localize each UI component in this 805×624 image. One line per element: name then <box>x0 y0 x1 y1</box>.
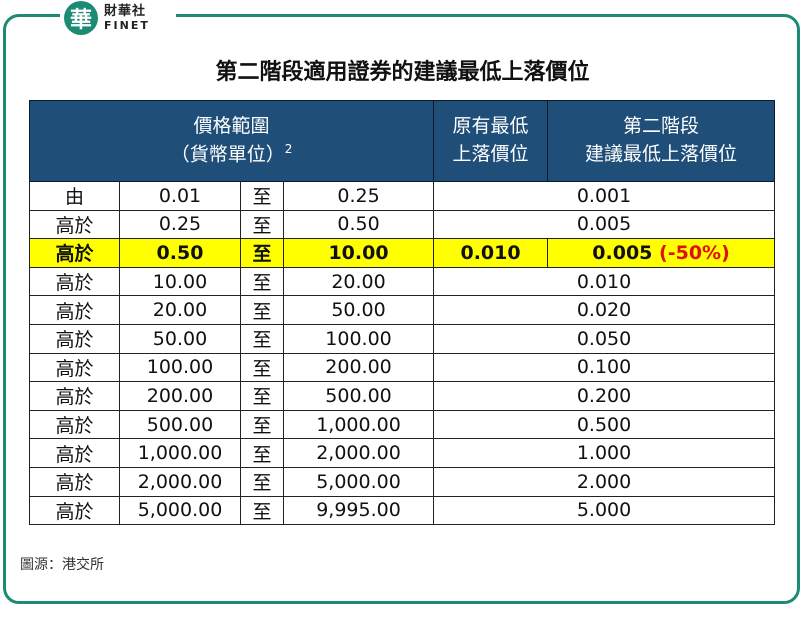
header-original-tick: 原有最低 上落價位 <box>433 100 549 182</box>
cell-to-word: 至 <box>240 495 284 526</box>
new-tick-value: 0.005 <box>592 241 653 264</box>
cell-from: 0.50 <box>119 238 241 268</box>
table-row: 高於 2,000.00 至 5,000.00 2.000 <box>29 466 776 497</box>
cell-new-tick: 0.010 <box>433 266 776 297</box>
tick-change: (-50%) <box>659 241 730 264</box>
cell-new-tick: 1.000 <box>433 438 776 468</box>
cell-to: 50.00 <box>282 295 435 325</box>
table-row: 高於 50.00 至 100.00 0.050 <box>29 323 776 354</box>
cell-new-tick: 0.005 (-50%) <box>547 238 776 268</box>
cell-from: 10.00 <box>119 266 241 297</box>
cell-new-tick: 0.001 <box>433 181 776 211</box>
cell-original-tick: 0.010 <box>433 238 549 268</box>
cell-from: 20.00 <box>119 295 241 325</box>
table-row: 高於 100.00 至 200.00 0.100 <box>29 352 776 383</box>
cell-to: 20.00 <box>282 266 435 297</box>
cell-from: 1,000.00 <box>119 438 241 468</box>
cell-to-word: 至 <box>240 209 284 240</box>
table-row: 高於 1,000.00 至 2,000.00 1.000 <box>29 438 776 468</box>
cell-prefix: 高於 <box>29 381 120 411</box>
cell-prefix: 高於 <box>29 409 120 440</box>
cell-to: 500.00 <box>282 381 435 411</box>
cell-new-tick: 0.200 <box>433 381 776 411</box>
cell-new-tick: 2.000 <box>433 466 776 497</box>
table-row: 高於 5,000.00 至 9,995.00 5.000 <box>29 495 776 526</box>
page-title: 第二階段適用證券的建議最低上落價位 <box>215 60 590 85</box>
cell-from: 200.00 <box>119 381 241 411</box>
source-caption: 圖源：港交所 <box>20 557 104 573</box>
header-stage2-tick: 第二階段 建議最低上落價位 <box>547 100 776 182</box>
cell-to: 2,000.00 <box>282 438 435 468</box>
cell-new-tick: 0.005 <box>433 209 776 240</box>
header-price-range: 價格範圍 （貨幣單位）2 <box>28 100 435 182</box>
cell-from: 100.00 <box>119 352 241 383</box>
cell-from: 0.25 <box>119 209 241 240</box>
cell-new-tick: 0.020 <box>433 295 776 325</box>
logo-en: FINET <box>104 19 150 32</box>
cell-to-word: 至 <box>240 181 284 211</box>
cell-from: 50.00 <box>119 323 241 354</box>
cell-prefix: 高於 <box>29 352 120 383</box>
cell-prefix: 高於 <box>29 466 120 497</box>
cell-to: 100.00 <box>282 323 435 354</box>
cell-prefix: 由 <box>29 181 120 211</box>
table-row: 高於 20.00 至 50.00 0.020 <box>29 295 776 325</box>
cell-from: 2,000.00 <box>119 466 241 497</box>
cell-to-word: 至 <box>240 466 284 497</box>
table-header-row: 價格範圍 （貨幣單位）2 原有最低 上落價位 第二階段 建議最低上落價位 <box>28 100 776 182</box>
logo-badge-icon: 華 <box>64 1 98 35</box>
cell-new-tick: 0.100 <box>433 352 776 383</box>
table-row: 由 0.01 至 0.25 0.001 <box>29 181 776 211</box>
cell-new-tick: 0.500 <box>433 409 776 440</box>
table-row: 高於 500.00 至 1,000.00 0.500 <box>29 409 776 440</box>
cell-prefix: 高於 <box>29 495 120 526</box>
table-row: 高於 0.25 至 0.50 0.005 <box>29 209 776 240</box>
cell-from: 5,000.00 <box>119 495 241 526</box>
cell-to-word: 至 <box>240 438 284 468</box>
cell-to-word: 至 <box>240 295 284 325</box>
cell-to: 0.25 <box>282 181 435 211</box>
card-frame <box>3 14 800 604</box>
cell-to: 200.00 <box>282 352 435 383</box>
table-row: 高於 0.50 至 10.00 0.010 0.005 (-50%) <box>29 238 776 268</box>
cell-prefix: 高於 <box>29 209 120 240</box>
cell-to: 1,000.00 <box>282 409 435 440</box>
cell-to: 0.50 <box>282 209 435 240</box>
tick-size-table: 價格範圍 （貨幣單位）2 原有最低 上落價位 第二階段 建議最低上落價位 由 0.… <box>28 100 776 526</box>
cell-to-word: 至 <box>240 352 284 383</box>
cell-to-word: 至 <box>240 266 284 297</box>
cell-from: 0.01 <box>119 181 241 211</box>
cell-to: 10.00 <box>282 238 435 268</box>
cell-prefix: 高於 <box>29 438 120 468</box>
table-row: 高於 10.00 至 20.00 0.010 <box>29 266 776 297</box>
cell-to: 9,995.00 <box>282 495 435 526</box>
cell-prefix: 高於 <box>29 266 120 297</box>
cell-new-tick: 0.050 <box>433 323 776 354</box>
cell-prefix: 高於 <box>29 323 120 354</box>
logo: 華 財華社 FINET <box>60 0 176 36</box>
cell-to-word: 至 <box>240 409 284 440</box>
cell-to-word: 至 <box>240 323 284 354</box>
logo-cn: 財華社 <box>104 4 147 19</box>
table-row: 高於 200.00 至 500.00 0.200 <box>29 381 776 411</box>
cell-to: 5,000.00 <box>282 466 435 497</box>
cell-to-word: 至 <box>240 238 284 268</box>
cell-from: 500.00 <box>119 409 241 440</box>
cell-prefix: 高於 <box>29 295 120 325</box>
cell-to-word: 至 <box>240 381 284 411</box>
cell-prefix: 高於 <box>29 238 120 268</box>
cell-new-tick: 5.000 <box>433 495 776 526</box>
